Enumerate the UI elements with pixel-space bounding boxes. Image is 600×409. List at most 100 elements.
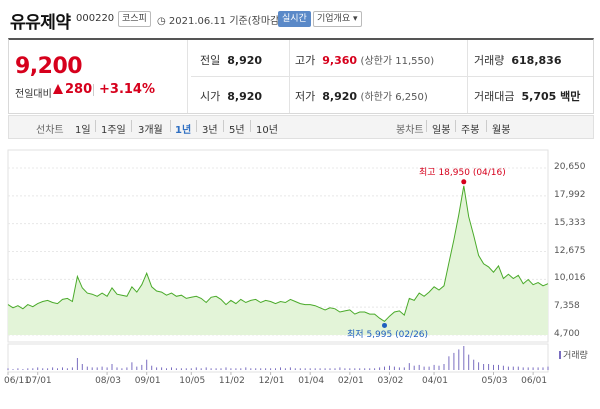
volume-bar [225, 367, 227, 370]
high-stat: 고가 9,360 (상한가 11,550) [295, 52, 434, 68]
low-label: 저가 [295, 90, 316, 103]
divider [187, 40, 188, 113]
period-3y[interactable]: 3년 [202, 125, 218, 136]
volume-bar [493, 364, 494, 370]
amount-stat: 거래대금 5,705 백만 [474, 88, 580, 104]
volume-bar [413, 365, 415, 370]
volume-legend-label: 거래량 [563, 351, 588, 361]
volume-bar [384, 366, 385, 370]
divider [250, 120, 251, 132]
volume-bar [334, 368, 336, 370]
volume-bar [27, 368, 29, 370]
volume-bar [210, 368, 212, 370]
period-bar: 선차트 1일 1주일 3개월 1년 3년 5년 10년 봉차트 일봉 주봉 월봉 [8, 115, 594, 139]
volume-bar [339, 367, 341, 370]
volume-bar [374, 368, 376, 370]
low-annotation-date: (02/26) [395, 330, 429, 340]
volume-bar [359, 368, 361, 370]
stock-header: 유유제약 000220 코스피 ◷ 2021.06.11 기준(장마감) 실시간… [0, 0, 600, 36]
volume-bar [240, 368, 242, 370]
volume-bar [22, 369, 24, 370]
period-3m[interactable]: 3개월 [138, 125, 163, 136]
upper-limit: (상한가 11,550) [360, 56, 435, 67]
volume-bar [369, 368, 371, 370]
date-stamp: ◷ 2021.06.11 기준(장마감) [157, 12, 283, 27]
volume-bar [304, 368, 306, 370]
volume-bar [121, 368, 123, 370]
high-marker [461, 179, 467, 185]
volume-bar [393, 366, 395, 370]
volume-bar [488, 364, 490, 370]
volume-bar [91, 367, 93, 370]
candle-monthly[interactable]: 월봉 [492, 125, 511, 136]
volume-bar [76, 358, 78, 370]
y-tick-label: 10,016 [554, 273, 586, 284]
low-annotation-label: 최저 [347, 330, 364, 340]
volume-bar [151, 365, 153, 370]
clock-icon: ◷ [157, 16, 169, 27]
period-1w[interactable]: 1주일 [101, 125, 126, 136]
realtime-button[interactable]: 실시간 [278, 11, 311, 27]
y-tick-label: 12,675 [554, 245, 586, 256]
line-chart-label: 선차트 [36, 125, 64, 136]
period-10y[interactable]: 10년 [256, 125, 278, 136]
period-1y[interactable]: 1년 [175, 125, 192, 136]
low-value: 8,920 [322, 90, 358, 103]
volume-bar [473, 359, 475, 370]
divider [455, 120, 456, 132]
x-tick-label: 07/01 [25, 376, 52, 386]
company-info-dropdown[interactable]: 기업개요 ▾ [313, 11, 362, 27]
volume-bar [354, 368, 356, 370]
x-tick-label: 03/02 [377, 376, 404, 386]
low-annotation-value: 5,995 [366, 330, 393, 340]
volume-bar [245, 367, 247, 370]
prev-close-label: 전일 [200, 54, 221, 67]
volume-bar [106, 367, 108, 370]
volume-bar [7, 368, 9, 370]
volume-bar [547, 366, 549, 370]
stock-code: 000220 [76, 13, 115, 24]
period-5y[interactable]: 5년 [229, 125, 245, 136]
volume-bar [389, 365, 390, 370]
period-1d[interactable]: 1일 [75, 125, 91, 136]
x-tick-label: 06/11 [4, 376, 30, 386]
volume-bar [200, 368, 202, 370]
volume-bar [32, 368, 34, 370]
volume-bar [483, 364, 485, 370]
volume-stat: 거래량 618,836 [474, 52, 561, 68]
volume-bar [463, 346, 465, 370]
y-tick-label: 17,992 [554, 189, 586, 200]
volume-bar [299, 368, 301, 370]
volume-bar [101, 366, 103, 370]
volume-bar [284, 368, 286, 370]
candle-daily[interactable]: 일봉 [432, 125, 451, 136]
volume-bar [309, 368, 311, 370]
divider [196, 120, 197, 132]
volume-bar [319, 368, 321, 370]
volume-bar [507, 366, 509, 370]
price-area [8, 185, 548, 335]
volume-bar [517, 366, 519, 370]
volume-bar [418, 364, 420, 370]
x-tick-label: 11/02 [218, 376, 245, 386]
prev-close-value: 8,920 [227, 54, 263, 67]
volume-bar [171, 367, 172, 370]
high-annotation-value: 18,950 [438, 168, 470, 178]
x-tick-label: 09/01 [134, 376, 161, 386]
volume-bar [428, 366, 430, 370]
volume-value: 618,836 [511, 54, 562, 67]
volume-bar [344, 368, 346, 370]
candle-weekly[interactable]: 주봉 [461, 125, 480, 136]
volume-bar [235, 368, 237, 370]
volume-bar [275, 368, 276, 370]
volume-bar [478, 362, 480, 370]
volume-bar [111, 364, 113, 370]
volume-bar [136, 366, 138, 370]
volume-bar [17, 368, 19, 370]
x-tick-label: 12/01 [258, 376, 285, 386]
volume-label: 거래량 [474, 54, 505, 67]
volume-bar [57, 368, 58, 370]
date-text: 2021.06.11 기준(장마감) [168, 16, 284, 27]
volume-bar [453, 352, 455, 370]
volume-bar [280, 367, 281, 370]
